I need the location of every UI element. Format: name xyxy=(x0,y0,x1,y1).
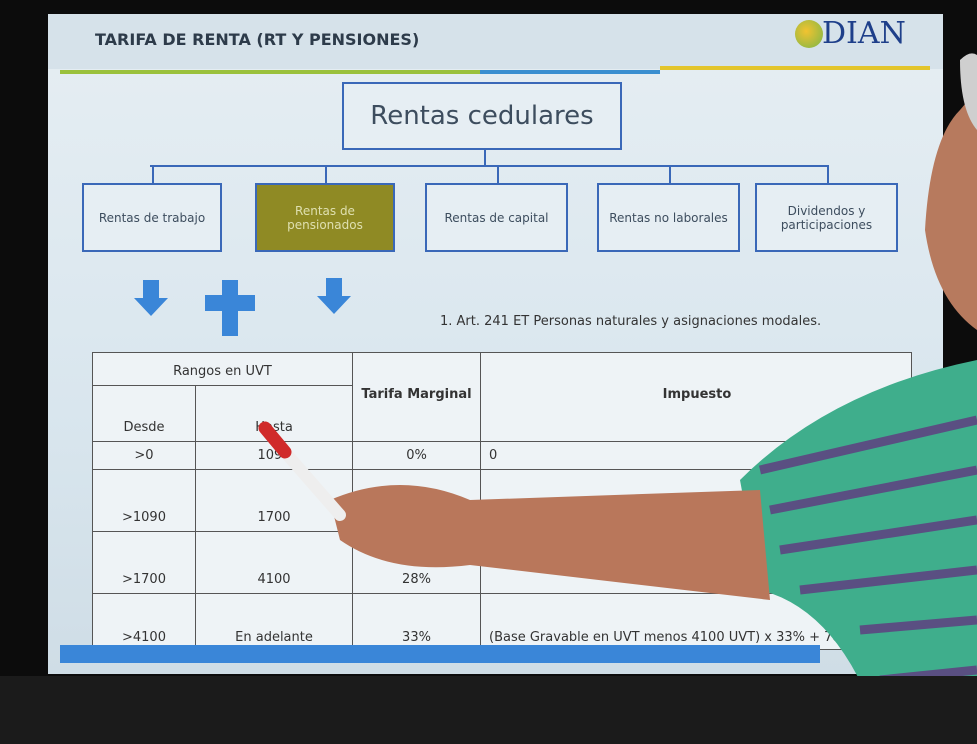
table-cell: 33% xyxy=(353,593,481,651)
diagram-root: Rentas cedulares xyxy=(342,82,622,150)
connector xyxy=(150,165,827,167)
diagram-child: Rentas de capital xyxy=(425,183,568,252)
connector xyxy=(668,165,671,183)
diagram-child: Rentas no laborales xyxy=(597,183,740,252)
table-cell: 4100 xyxy=(196,531,353,593)
down-arrow xyxy=(134,280,168,316)
diagram-child: Dividendos y participaciones xyxy=(755,183,898,252)
table-cell: 0 xyxy=(481,441,913,469)
connector xyxy=(484,150,486,165)
rule xyxy=(480,70,660,74)
column-header: Impuesto xyxy=(662,386,732,402)
screen-bezel xyxy=(0,676,977,744)
group-header: Rangos en UVT xyxy=(93,353,353,386)
header-band xyxy=(48,14,943,69)
diagram-child: Rentas de trabajo xyxy=(82,183,222,252)
table-cell: En adelante xyxy=(196,593,353,651)
rule xyxy=(660,66,930,70)
logo-icon xyxy=(795,20,823,48)
table-cell: 0% xyxy=(353,441,481,469)
down-arrow xyxy=(317,278,351,314)
slide-title: TARIFA DE RENTA (RT Y PENSIONES) xyxy=(95,30,420,49)
arm xyxy=(330,485,770,600)
note: 1. Art. 241 ET Personas naturales y asig… xyxy=(440,314,822,329)
marker-cap xyxy=(258,421,292,459)
rule xyxy=(60,70,480,74)
table-cell: >0 xyxy=(93,441,196,469)
column-header: Desde xyxy=(93,386,196,441)
connector xyxy=(325,165,327,183)
connector xyxy=(826,165,829,183)
hair xyxy=(960,53,977,131)
plus-icon xyxy=(205,280,255,336)
shirt xyxy=(740,360,977,730)
column-header: Tarifa Marginal xyxy=(353,353,481,441)
table-cell xyxy=(481,469,913,531)
table-cell: >1700 xyxy=(93,531,196,593)
connector xyxy=(496,165,499,183)
diagram-child: Rentas de pensionados xyxy=(255,183,395,252)
logo: DIAN xyxy=(822,16,906,51)
table-cell: (Base Gravable en UVT menos 4100 UVT) x … xyxy=(481,593,913,651)
shirt-stripes xyxy=(758,415,977,685)
footer-bar xyxy=(60,645,820,663)
table-cell: >4100 xyxy=(93,593,196,651)
face xyxy=(925,90,977,330)
connector xyxy=(152,165,154,183)
table-cell: >1090 xyxy=(93,469,196,531)
